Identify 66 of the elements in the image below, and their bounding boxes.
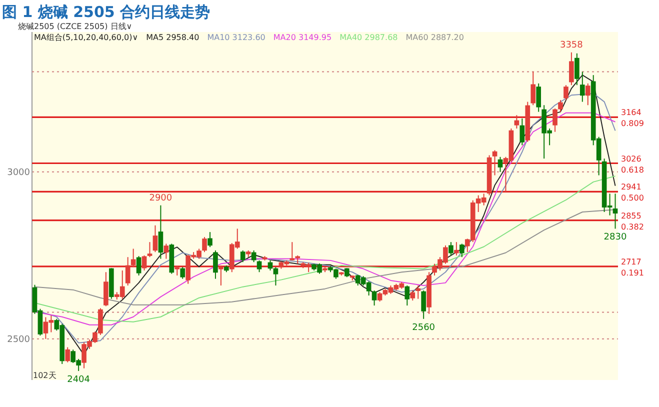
candlestick bbox=[498, 156, 503, 172]
candlestick bbox=[251, 250, 256, 263]
candlestick bbox=[130, 248, 136, 268]
text: MA20 3149.95 bbox=[273, 33, 332, 42]
text: 烧碱2505 (CZCE 2505) 日线∨ bbox=[18, 22, 132, 31]
candlestick bbox=[530, 71, 536, 106]
candlestick bbox=[552, 108, 558, 132]
candlestick bbox=[208, 232, 212, 248]
text: MA40 2987.68 bbox=[340, 33, 398, 42]
chart-title: 图 1 烧碱 2505 合约日线走势 bbox=[2, 3, 210, 21]
candlestick bbox=[564, 84, 568, 101]
candlestick bbox=[404, 284, 410, 306]
candlestick bbox=[410, 290, 416, 302]
ytick: 2500 bbox=[7, 334, 30, 345]
candlestick bbox=[448, 242, 454, 256]
annotation: 2404 bbox=[67, 374, 90, 385]
candlestick bbox=[147, 242, 152, 258]
candlestick bbox=[65, 346, 70, 363]
candlestick bbox=[256, 260, 262, 273]
annotation: 2830 bbox=[604, 232, 627, 243]
candlestick bbox=[164, 243, 169, 260]
candlestick bbox=[240, 250, 246, 263]
legend-title: MA组合(5,10,20,40,60,0)∨ bbox=[34, 33, 138, 42]
candlestick bbox=[152, 224, 158, 253]
ref-line-label: 2941 0.500 bbox=[621, 182, 644, 203]
text: MA10 3123.60 bbox=[207, 33, 266, 42]
annotation: 3358 bbox=[560, 40, 584, 50]
candlestick bbox=[174, 266, 180, 276]
ytick: 3000 bbox=[7, 168, 30, 178]
candlestick bbox=[290, 242, 295, 261]
candlestick bbox=[460, 243, 464, 258]
candlestick bbox=[580, 71, 585, 102]
ref-line-label: 2855 0.382 bbox=[621, 211, 644, 232]
candlestick bbox=[202, 236, 207, 253]
ref-line-label: 3026 0.618 bbox=[621, 154, 644, 174]
candlestick bbox=[421, 290, 426, 320]
candlestick bbox=[492, 150, 498, 176]
candlestick bbox=[213, 250, 218, 280]
ref-line-label: 2717 0.191 bbox=[621, 257, 644, 278]
candlestick bbox=[416, 284, 421, 300]
candlestick bbox=[612, 193, 618, 230]
candlestick bbox=[273, 266, 278, 286]
candlestick bbox=[142, 254, 147, 271]
candlestick bbox=[372, 290, 377, 306]
candlestick bbox=[104, 272, 108, 307]
annotation: 2900 bbox=[149, 193, 172, 204]
candlestick bbox=[569, 52, 574, 86]
candlestick bbox=[574, 52, 580, 86]
text: MA60 2887.20 bbox=[406, 33, 464, 42]
candlestick bbox=[520, 118, 525, 146]
candlestick bbox=[454, 242, 459, 256]
candlestick bbox=[136, 256, 142, 276]
candlestick bbox=[158, 204, 164, 260]
ref-line-label: 3164 0.809 bbox=[621, 108, 644, 128]
candlestick bbox=[218, 264, 224, 286]
candlestick bbox=[558, 100, 563, 112]
candlestick bbox=[180, 266, 186, 280]
candlestick bbox=[125, 256, 130, 286]
candlestick bbox=[536, 82, 542, 112]
annotation: 102天 bbox=[33, 371, 56, 380]
candlestick bbox=[268, 260, 273, 271]
candlestick bbox=[585, 82, 590, 106]
annotation: 2560 bbox=[412, 322, 436, 333]
candlestick bbox=[514, 114, 520, 130]
text: MA5 2958.40 bbox=[146, 33, 200, 42]
candlestick bbox=[344, 268, 350, 278]
